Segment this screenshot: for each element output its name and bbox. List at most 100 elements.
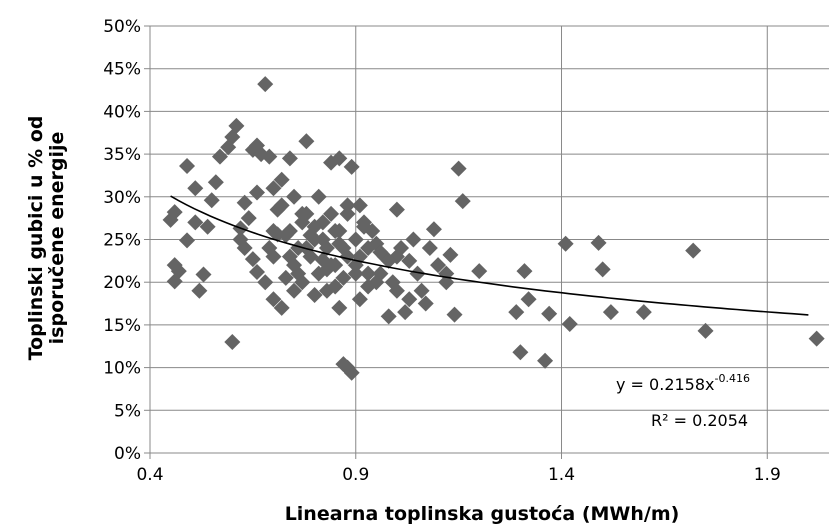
y-tick-label: 15% [103, 316, 141, 336]
y-tick-label: 40% [103, 102, 141, 122]
y-tick-label: 35% [103, 145, 141, 165]
y-tick-label: 0% [114, 444, 141, 464]
data-point [685, 242, 702, 259]
data-point [269, 201, 286, 218]
data-point [380, 308, 397, 325]
x-tick-label: 0.9 [342, 465, 369, 485]
data-point [236, 194, 253, 211]
data-point [281, 150, 298, 167]
y-axis-title: Toplinski gubici u % od isporučene energ… [25, 116, 68, 361]
data-point [286, 188, 303, 205]
data-point [347, 265, 364, 282]
data-point [339, 197, 356, 214]
data-point [199, 218, 216, 235]
data-point [248, 263, 265, 280]
data-point [277, 269, 294, 286]
data-point [273, 299, 290, 316]
equation-exponent: -0.416 [715, 372, 750, 385]
data-point [331, 299, 348, 316]
data-point [257, 76, 274, 93]
y-tick-label: 10% [103, 359, 141, 379]
data-point [166, 273, 183, 290]
y-tick-labels: 0% 5% 10% 15% 20% 25% 30% 35% 40% 45% 50% [103, 17, 141, 464]
data-point [508, 304, 525, 321]
data-point [195, 266, 212, 283]
x-tick-labels: 0.4 0.9 1.4 1.9 [136, 465, 780, 485]
x-axis-title: Linearna toplinska gustoća (MWh/m) [285, 503, 680, 524]
data-point [347, 231, 364, 248]
data-point [191, 282, 208, 299]
y-tick-label: 45% [103, 60, 141, 80]
y-axis-title-line-1: Toplinski gubici u % od [25, 116, 47, 361]
data-point [211, 148, 228, 165]
data-point [244, 251, 261, 268]
x-tick-label: 1.4 [548, 465, 575, 485]
data-point [372, 244, 389, 261]
data-point [331, 150, 348, 167]
data-point [179, 232, 196, 249]
data-point [236, 240, 253, 257]
data-point [248, 137, 265, 154]
data-point [240, 210, 257, 227]
data-point [323, 257, 340, 274]
data-point [187, 214, 204, 231]
data-point [471, 263, 488, 280]
axes [144, 25, 829, 459]
data-point [306, 218, 323, 235]
trendline-equation: y = 0.2158x-0.416 [616, 372, 750, 394]
data-point [265, 291, 282, 308]
data-point [273, 171, 290, 188]
data-point [298, 133, 315, 150]
data-point [203, 192, 220, 209]
data-point [393, 240, 410, 257]
data-point [207, 174, 224, 191]
data-point [450, 160, 467, 177]
data-point [561, 316, 578, 333]
data-point [286, 282, 303, 299]
r-squared-label: R² = 0.2054 [651, 411, 748, 430]
data-point [413, 282, 430, 299]
x-tick-label: 0.4 [136, 465, 163, 485]
y-tick-label: 20% [103, 273, 141, 293]
data-point [261, 148, 278, 165]
data-point [430, 257, 447, 274]
data-point [331, 235, 348, 252]
data-point [257, 274, 274, 291]
data-point [224, 333, 241, 350]
data-point [355, 218, 372, 235]
data-point [360, 265, 377, 282]
data-point [265, 222, 282, 239]
data-point [405, 231, 422, 248]
data-point [228, 117, 245, 134]
x-tick-label: 1.9 [754, 465, 781, 485]
data-point [187, 180, 204, 197]
data-point [360, 278, 377, 295]
data-point [635, 304, 652, 321]
y-tick-label: 5% [114, 401, 141, 421]
data-point [339, 205, 356, 222]
data-point [327, 278, 344, 295]
y-axis-title-line-2: isporučene energije [46, 132, 68, 345]
data-point [421, 240, 438, 257]
data-point [594, 261, 611, 278]
data-point [294, 205, 311, 222]
trendline [170, 195, 809, 316]
data-point [179, 158, 196, 175]
data-point [343, 364, 360, 381]
data-point [323, 205, 340, 222]
data-point [331, 222, 348, 239]
data-point [261, 240, 278, 257]
data-point [306, 287, 323, 304]
data-point [397, 304, 414, 321]
data-point [351, 197, 368, 214]
data-point [401, 291, 418, 308]
data-point [454, 193, 471, 210]
data-point [351, 291, 368, 308]
data-point [248, 184, 265, 201]
data-point [281, 248, 298, 265]
data-point [265, 180, 282, 197]
data-point [380, 252, 397, 269]
data-point [590, 234, 607, 251]
data-points [162, 76, 825, 381]
data-point [388, 201, 405, 218]
